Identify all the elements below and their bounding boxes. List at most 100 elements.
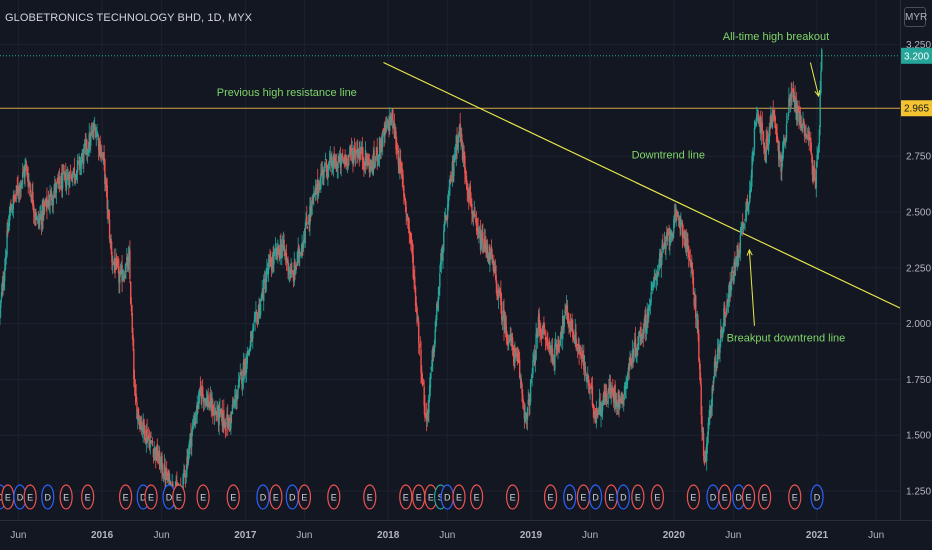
candle-body	[220, 408, 223, 416]
event-marker-E[interactable]: E	[758, 484, 772, 510]
event-marker-D[interactable]: D	[256, 484, 270, 510]
event-marker-ring	[758, 484, 772, 510]
event-marker-E[interactable]: E	[506, 484, 520, 510]
event-marker-ring	[686, 484, 700, 510]
event-marker-E[interactable]: E	[196, 484, 210, 510]
event-marker-E[interactable]: E	[718, 484, 732, 510]
candle-body	[725, 311, 727, 314]
event-marker-label: E	[762, 493, 768, 503]
event-marker-D[interactable]: D	[706, 484, 720, 510]
candle-body	[409, 232, 411, 236]
candle-body	[576, 347, 579, 350]
event-marker-E[interactable]: E	[59, 484, 73, 510]
event-marker-E[interactable]: E	[119, 484, 133, 510]
event-marker-E[interactable]: E	[172, 484, 186, 510]
event-marker-D[interactable]: D	[588, 484, 603, 510]
event-marker-label: E	[635, 493, 641, 503]
annotation-label[interactable]: All-time high breakout	[723, 31, 829, 43]
event-marker-D[interactable]: D	[285, 484, 299, 510]
event-marker-E[interactable]: E	[788, 484, 802, 510]
event-marker-E[interactable]: E	[327, 484, 341, 510]
event-marker-E[interactable]: E	[226, 484, 240, 510]
annotation-label[interactable]: Downtrend line	[632, 149, 705, 161]
event-marker-E[interactable]: E	[604, 484, 618, 510]
candle-body	[496, 284, 498, 297]
candle-body	[803, 124, 806, 137]
annotation-label[interactable]: Previous high resistance line	[217, 87, 357, 99]
candle-body	[406, 214, 408, 218]
candle-body	[423, 386, 425, 406]
price-tick-label: 1.750	[906, 375, 931, 386]
event-marker-E[interactable]: E	[543, 484, 558, 510]
annotation-label[interactable]: Breakput downtrend line	[727, 332, 846, 344]
candle-body	[301, 244, 303, 255]
candle-body	[324, 158, 327, 161]
candle-body	[147, 435, 150, 439]
event-marker-ring	[718, 484, 732, 510]
candle-body	[94, 128, 97, 138]
event-marker-E[interactable]: E	[470, 484, 484, 510]
candle-body	[445, 216, 447, 220]
candle-body	[263, 278, 265, 302]
time-axis[interactable]: Jun 2016 Jun 2017 Jun 2018 Jun 2019 Jun 2020 Jun 20…	[0, 520, 932, 542]
downtrend-line[interactable]	[383, 61, 901, 309]
event-marker-E[interactable]: E	[81, 484, 95, 510]
candle-body	[343, 157, 346, 161]
candle-body	[533, 355, 536, 366]
candle-body	[193, 422, 195, 425]
candle-body	[314, 187, 317, 191]
event-marker-D[interactable]: D	[616, 484, 630, 510]
event-marker-E[interactable]: E	[686, 484, 700, 510]
event-marker-label: E	[273, 493, 279, 503]
event-marker-E[interactable]: E	[650, 484, 664, 510]
candle-body	[698, 360, 701, 370]
event-marker-E[interactable]: E	[452, 484, 466, 510]
event-marker-ring	[650, 484, 664, 510]
candle-body	[205, 397, 208, 404]
candle-body	[386, 120, 389, 123]
candle-body	[145, 430, 148, 445]
candle-body	[794, 95, 796, 112]
event-marker-E[interactable]: E	[424, 484, 438, 510]
candle-body	[497, 288, 500, 299]
candle-body	[356, 149, 358, 154]
event-marker-D[interactable]: D	[162, 484, 176, 510]
event-marker-E[interactable]: E	[23, 484, 37, 510]
candle-body	[488, 254, 490, 263]
candle-body	[239, 372, 241, 376]
event-marker-E[interactable]: E	[269, 484, 283, 510]
candle-body	[640, 327, 642, 342]
event-marker-ring	[588, 484, 603, 510]
event-marker-E[interactable]: E	[363, 484, 377, 510]
candle-body	[37, 218, 40, 223]
event-marker-E[interactable]: E	[144, 484, 158, 510]
event-marker-E[interactable]: E	[631, 484, 645, 510]
event-marker-D[interactable]: D	[41, 484, 55, 510]
candle-body	[86, 149, 89, 155]
event-marker-E[interactable]: E	[297, 484, 312, 510]
candle-body	[651, 284, 654, 287]
event-marker-E[interactable]: E	[1, 484, 15, 510]
event-marker-D[interactable]: D	[563, 484, 577, 510]
candle-body	[758, 116, 760, 124]
event-marker-E[interactable]: E	[412, 484, 426, 510]
candle-body	[241, 378, 244, 388]
candle-body	[159, 460, 162, 467]
candle-body	[42, 201, 44, 219]
event-marker-E[interactable]: E	[399, 484, 413, 510]
candle-body	[620, 392, 623, 402]
candle-body	[63, 172, 65, 175]
candle-body	[599, 401, 601, 415]
event-marker-D[interactable]: D	[810, 484, 824, 510]
price-axis[interactable]: 1.250 1.500 1.750 2.000 2.250 2.500 2.750 3.250…	[900, 0, 932, 550]
candle-body	[591, 386, 594, 406]
currency-badge[interactable]: MYR	[904, 7, 927, 27]
event-marker-E[interactable]: E	[741, 484, 756, 510]
event-marker-E[interactable]: E	[576, 484, 591, 510]
event-marker-D[interactable]: D	[440, 484, 454, 510]
candle-body	[307, 222, 310, 225]
candle-body	[547, 343, 550, 345]
candle-body	[500, 291, 502, 306]
event-marker-label: E	[608, 493, 614, 503]
